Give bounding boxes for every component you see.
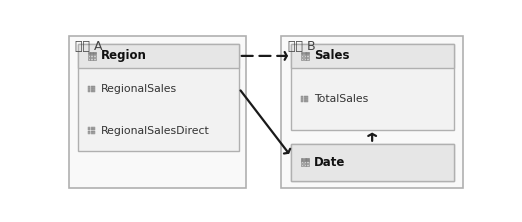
Bar xyxy=(93,91,95,92)
Bar xyxy=(306,55,309,57)
Bar xyxy=(306,161,309,163)
Bar xyxy=(301,164,303,166)
Bar xyxy=(303,161,306,163)
Bar xyxy=(91,86,92,87)
Bar xyxy=(91,131,92,132)
Bar xyxy=(291,144,454,181)
Bar xyxy=(90,55,93,57)
Bar xyxy=(291,144,454,181)
Bar xyxy=(93,127,95,129)
Bar xyxy=(304,101,306,102)
Bar xyxy=(78,44,239,151)
Bar xyxy=(93,131,95,132)
Bar xyxy=(281,36,463,188)
Bar xyxy=(301,52,303,54)
Bar xyxy=(304,97,306,99)
Bar xyxy=(306,158,309,161)
Bar xyxy=(93,52,96,54)
Bar xyxy=(88,57,90,60)
Bar xyxy=(88,127,90,129)
Bar xyxy=(88,87,90,89)
Bar xyxy=(88,89,90,91)
Bar xyxy=(93,55,96,57)
Bar xyxy=(91,127,92,129)
Bar xyxy=(303,164,306,166)
Text: Sales: Sales xyxy=(314,50,350,62)
Bar xyxy=(91,129,92,131)
Bar xyxy=(88,133,90,134)
Bar xyxy=(291,44,454,130)
Bar xyxy=(301,99,303,101)
Bar xyxy=(93,86,95,87)
Bar xyxy=(88,129,90,131)
Bar xyxy=(69,36,246,188)
Text: Date: Date xyxy=(314,156,346,169)
Bar xyxy=(88,86,90,87)
Text: RegionalSales: RegionalSales xyxy=(101,84,177,94)
Bar xyxy=(88,91,90,92)
Text: 源组 A: 源组 A xyxy=(75,40,103,53)
Text: 源组 B: 源组 B xyxy=(288,40,315,53)
Bar xyxy=(93,129,95,131)
Bar xyxy=(91,87,92,89)
Bar xyxy=(306,96,308,97)
Text: Region: Region xyxy=(101,50,147,62)
Bar xyxy=(91,133,92,134)
Bar xyxy=(301,96,303,97)
Bar xyxy=(304,99,306,101)
Bar xyxy=(93,89,95,91)
Text: TotalSales: TotalSales xyxy=(314,94,369,104)
Bar xyxy=(301,101,303,102)
Bar xyxy=(301,57,303,60)
Bar xyxy=(90,57,93,60)
Bar xyxy=(91,91,92,92)
Bar xyxy=(301,97,303,99)
Bar xyxy=(303,57,306,60)
Bar xyxy=(306,101,308,102)
Bar xyxy=(306,99,308,101)
Bar xyxy=(90,52,93,54)
Bar xyxy=(91,89,92,91)
Bar xyxy=(306,97,308,99)
Bar xyxy=(301,55,303,57)
Bar xyxy=(301,158,303,161)
Bar xyxy=(88,52,90,54)
Bar xyxy=(303,158,306,161)
Bar xyxy=(304,96,306,97)
Bar xyxy=(88,131,90,132)
Bar xyxy=(93,133,95,134)
Bar xyxy=(78,44,239,68)
Bar xyxy=(306,52,309,54)
Bar xyxy=(93,57,96,60)
Bar xyxy=(306,164,309,166)
Bar xyxy=(306,57,309,60)
Text: RegionalSalesDirect: RegionalSalesDirect xyxy=(101,126,210,136)
Bar xyxy=(88,55,90,57)
Bar xyxy=(303,55,306,57)
Bar xyxy=(93,87,95,89)
Bar xyxy=(301,161,303,163)
Bar xyxy=(291,44,454,68)
Bar xyxy=(303,52,306,54)
